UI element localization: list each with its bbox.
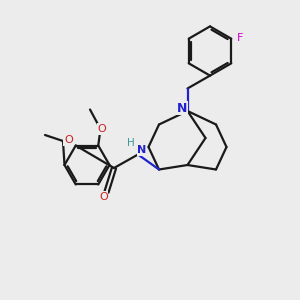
Text: H: H [127,138,134,148]
Text: N: N [137,145,146,155]
Text: O: O [98,124,106,134]
Text: O: O [64,135,73,145]
Text: F: F [236,33,243,43]
Text: O: O [99,191,108,202]
Text: N: N [177,101,187,115]
